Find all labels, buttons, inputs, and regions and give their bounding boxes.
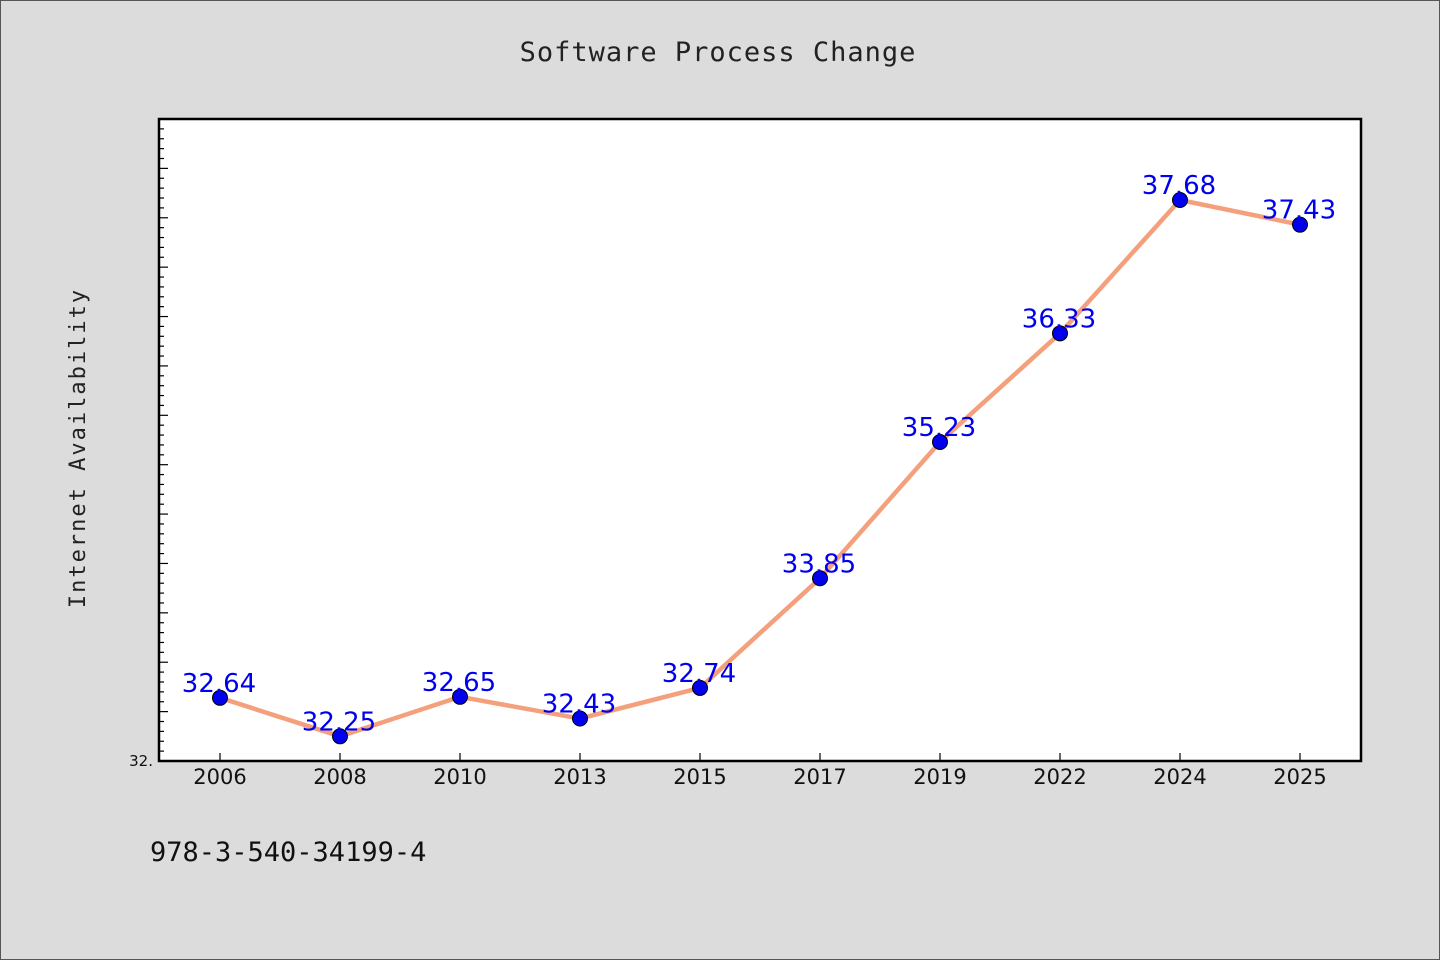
x-tick-label: 2017 xyxy=(793,765,846,789)
data-label: 32.25 xyxy=(302,707,376,737)
data-label: 37.43 xyxy=(1262,196,1336,226)
data-label: 32.64 xyxy=(182,669,256,699)
x-tick-label: 2006 xyxy=(193,765,246,789)
data-point xyxy=(932,433,948,450)
footer-isbn: 978-3-540-34199-4 xyxy=(150,837,426,868)
data-label: 36.33 xyxy=(1022,304,1096,334)
data-label: 32.43 xyxy=(542,690,616,720)
series-group xyxy=(217,197,1303,739)
data-point xyxy=(332,728,348,745)
data-point xyxy=(812,570,828,587)
x-tick-label: 2025 xyxy=(1273,765,1326,789)
data-labels: 32.64 32.25 32.65 32.43 32.74 33.85 35.23 36.33… xyxy=(182,171,1336,737)
y-axis-min-label: 32. xyxy=(129,752,153,770)
chart-title: Software Process Change xyxy=(520,37,917,68)
data-label: 32.65 xyxy=(422,668,496,698)
data-point xyxy=(1052,325,1068,342)
y-axis-label: Internet Availability xyxy=(66,288,91,608)
data-point xyxy=(1292,216,1308,233)
series-line xyxy=(217,197,1303,739)
x-tick-label: 2015 xyxy=(673,765,726,789)
plot-area xyxy=(157,117,1363,763)
data-label: 37.68 xyxy=(1142,171,1216,201)
x-tick-label: 2008 xyxy=(313,765,366,789)
data-label: 33.85 xyxy=(782,549,856,579)
x-tick-label: 2010 xyxy=(433,765,486,789)
x-axis-ticks: 2006 2008 2010 2013 2015 2017 2019 2022 2024 2025 xyxy=(193,753,1327,789)
data-label: 32.74 xyxy=(662,659,736,689)
data-point xyxy=(452,688,468,705)
data-label: 35.23 xyxy=(902,413,976,443)
x-tick-label: 2022 xyxy=(1033,765,1086,789)
y-axis-ticks xyxy=(159,128,168,752)
data-point xyxy=(572,710,588,727)
x-tick-label: 2013 xyxy=(553,765,606,789)
x-tick-label: 2019 xyxy=(913,765,966,789)
data-point xyxy=(1172,191,1188,208)
x-tick-label: 2024 xyxy=(1153,765,1206,789)
data-markers xyxy=(212,191,1308,745)
data-point xyxy=(692,679,708,696)
data-point xyxy=(212,689,228,706)
